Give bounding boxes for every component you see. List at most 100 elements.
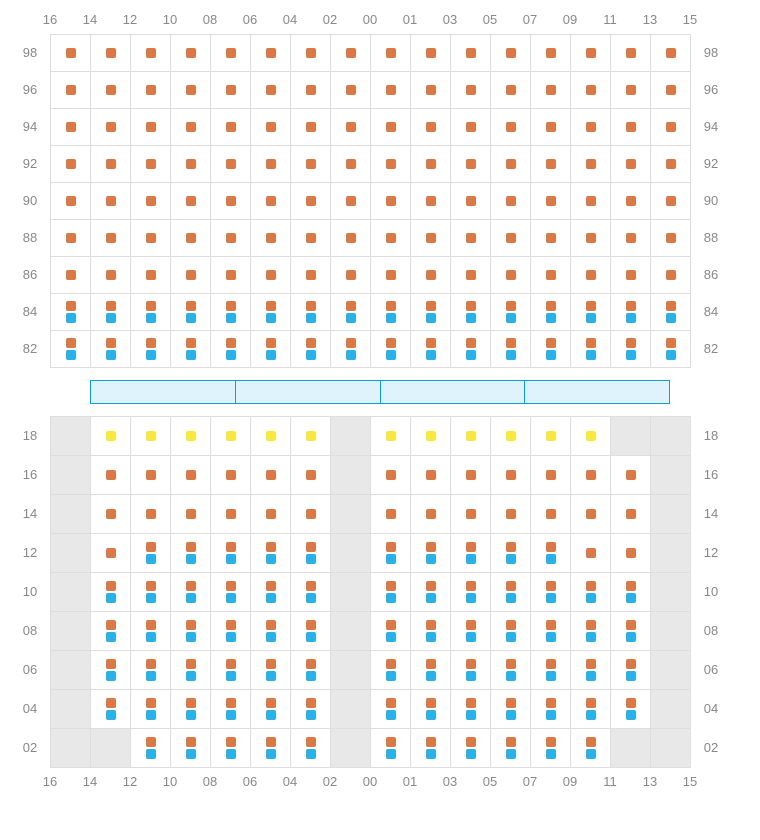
grid-cell [371, 257, 411, 294]
grid-cell [451, 690, 491, 729]
grid-cell [531, 35, 571, 72]
column-label: 00 [350, 6, 390, 34]
grid-cell [451, 417, 491, 456]
unit-marker [106, 301, 116, 311]
grid-cell [131, 220, 171, 257]
unit-marker [466, 710, 476, 720]
grid-cell [251, 183, 291, 220]
unit-marker [226, 431, 236, 441]
unit-marker [466, 350, 476, 360]
unit-marker [386, 737, 396, 747]
grid-cell [571, 651, 611, 690]
unit-marker [426, 196, 436, 206]
grid-cell [291, 146, 331, 183]
grid-cell [451, 534, 491, 573]
unit-marker [186, 620, 196, 630]
row-label: 14 [10, 494, 50, 533]
unit-marker [106, 710, 116, 720]
grid-cell [371, 690, 411, 729]
unit-marker [186, 710, 196, 720]
unit-marker [66, 350, 76, 360]
grid-cell [651, 35, 691, 72]
unit-marker [466, 593, 476, 603]
unit-marker [506, 122, 516, 132]
grid-cell [131, 35, 171, 72]
unit-marker [626, 593, 636, 603]
unit-marker [386, 301, 396, 311]
unit-marker [306, 85, 316, 95]
grid-cell [451, 456, 491, 495]
column-label: 01 [390, 768, 430, 796]
unit-marker [426, 698, 436, 708]
unit-marker [386, 581, 396, 591]
grid-cell [571, 456, 611, 495]
grid-cell [611, 183, 651, 220]
unit-marker [426, 85, 436, 95]
grid-cell [531, 456, 571, 495]
grid-cell [331, 651, 371, 690]
unit-marker [426, 48, 436, 58]
grid-cell [371, 612, 411, 651]
unit-marker [306, 737, 316, 747]
unit-marker [386, 85, 396, 95]
unit-marker [426, 301, 436, 311]
row-label: 88 [691, 219, 731, 256]
grid-cell [51, 72, 91, 109]
divider-segment [236, 381, 381, 403]
grid-cell [131, 534, 171, 573]
unit-marker [386, 48, 396, 58]
unit-marker [586, 548, 596, 558]
unit-marker [66, 85, 76, 95]
unit-marker [426, 581, 436, 591]
grid-cell [131, 72, 171, 109]
grid-cell [651, 495, 691, 534]
grid-cell [171, 72, 211, 109]
unit-marker [226, 554, 236, 564]
grid-cell [291, 183, 331, 220]
unit-marker [226, 542, 236, 552]
unit-marker [506, 710, 516, 720]
unit-marker [666, 233, 676, 243]
unit-marker [466, 509, 476, 519]
unit-marker [386, 620, 396, 630]
unit-marker [466, 301, 476, 311]
grid-cell [51, 534, 91, 573]
unit-marker [506, 749, 516, 759]
unit-marker [666, 350, 676, 360]
grid-cell [411, 495, 451, 534]
unit-marker [266, 470, 276, 480]
grid-cell [51, 183, 91, 220]
grid-cell [331, 294, 371, 331]
upper-section: 989694929088868482 989694929088868482 [10, 34, 750, 368]
unit-marker [186, 737, 196, 747]
unit-marker [186, 350, 196, 360]
unit-marker [586, 338, 596, 348]
unit-marker [546, 698, 556, 708]
grid-cell [611, 729, 651, 768]
unit-marker [546, 122, 556, 132]
row-label: 14 [691, 494, 731, 533]
grid-cell [51, 331, 91, 368]
unit-marker [586, 350, 596, 360]
unit-marker [506, 301, 516, 311]
unit-marker [226, 338, 236, 348]
unit-marker [266, 659, 276, 669]
grid-cell [331, 35, 371, 72]
column-label: 15 [670, 6, 710, 34]
divider-segment [525, 381, 669, 403]
grid-cell [571, 417, 611, 456]
grid-cell [211, 294, 251, 331]
grid-cell [411, 109, 451, 146]
unit-marker [466, 122, 476, 132]
grid-cell [211, 573, 251, 612]
unit-marker [386, 338, 396, 348]
unit-marker [106, 431, 116, 441]
grid-cell [651, 534, 691, 573]
unit-marker [386, 593, 396, 603]
unit-marker [626, 548, 636, 558]
unit-marker [506, 196, 516, 206]
grid-cell [91, 690, 131, 729]
unit-marker [346, 301, 356, 311]
unit-marker [306, 620, 316, 630]
unit-marker [626, 233, 636, 243]
